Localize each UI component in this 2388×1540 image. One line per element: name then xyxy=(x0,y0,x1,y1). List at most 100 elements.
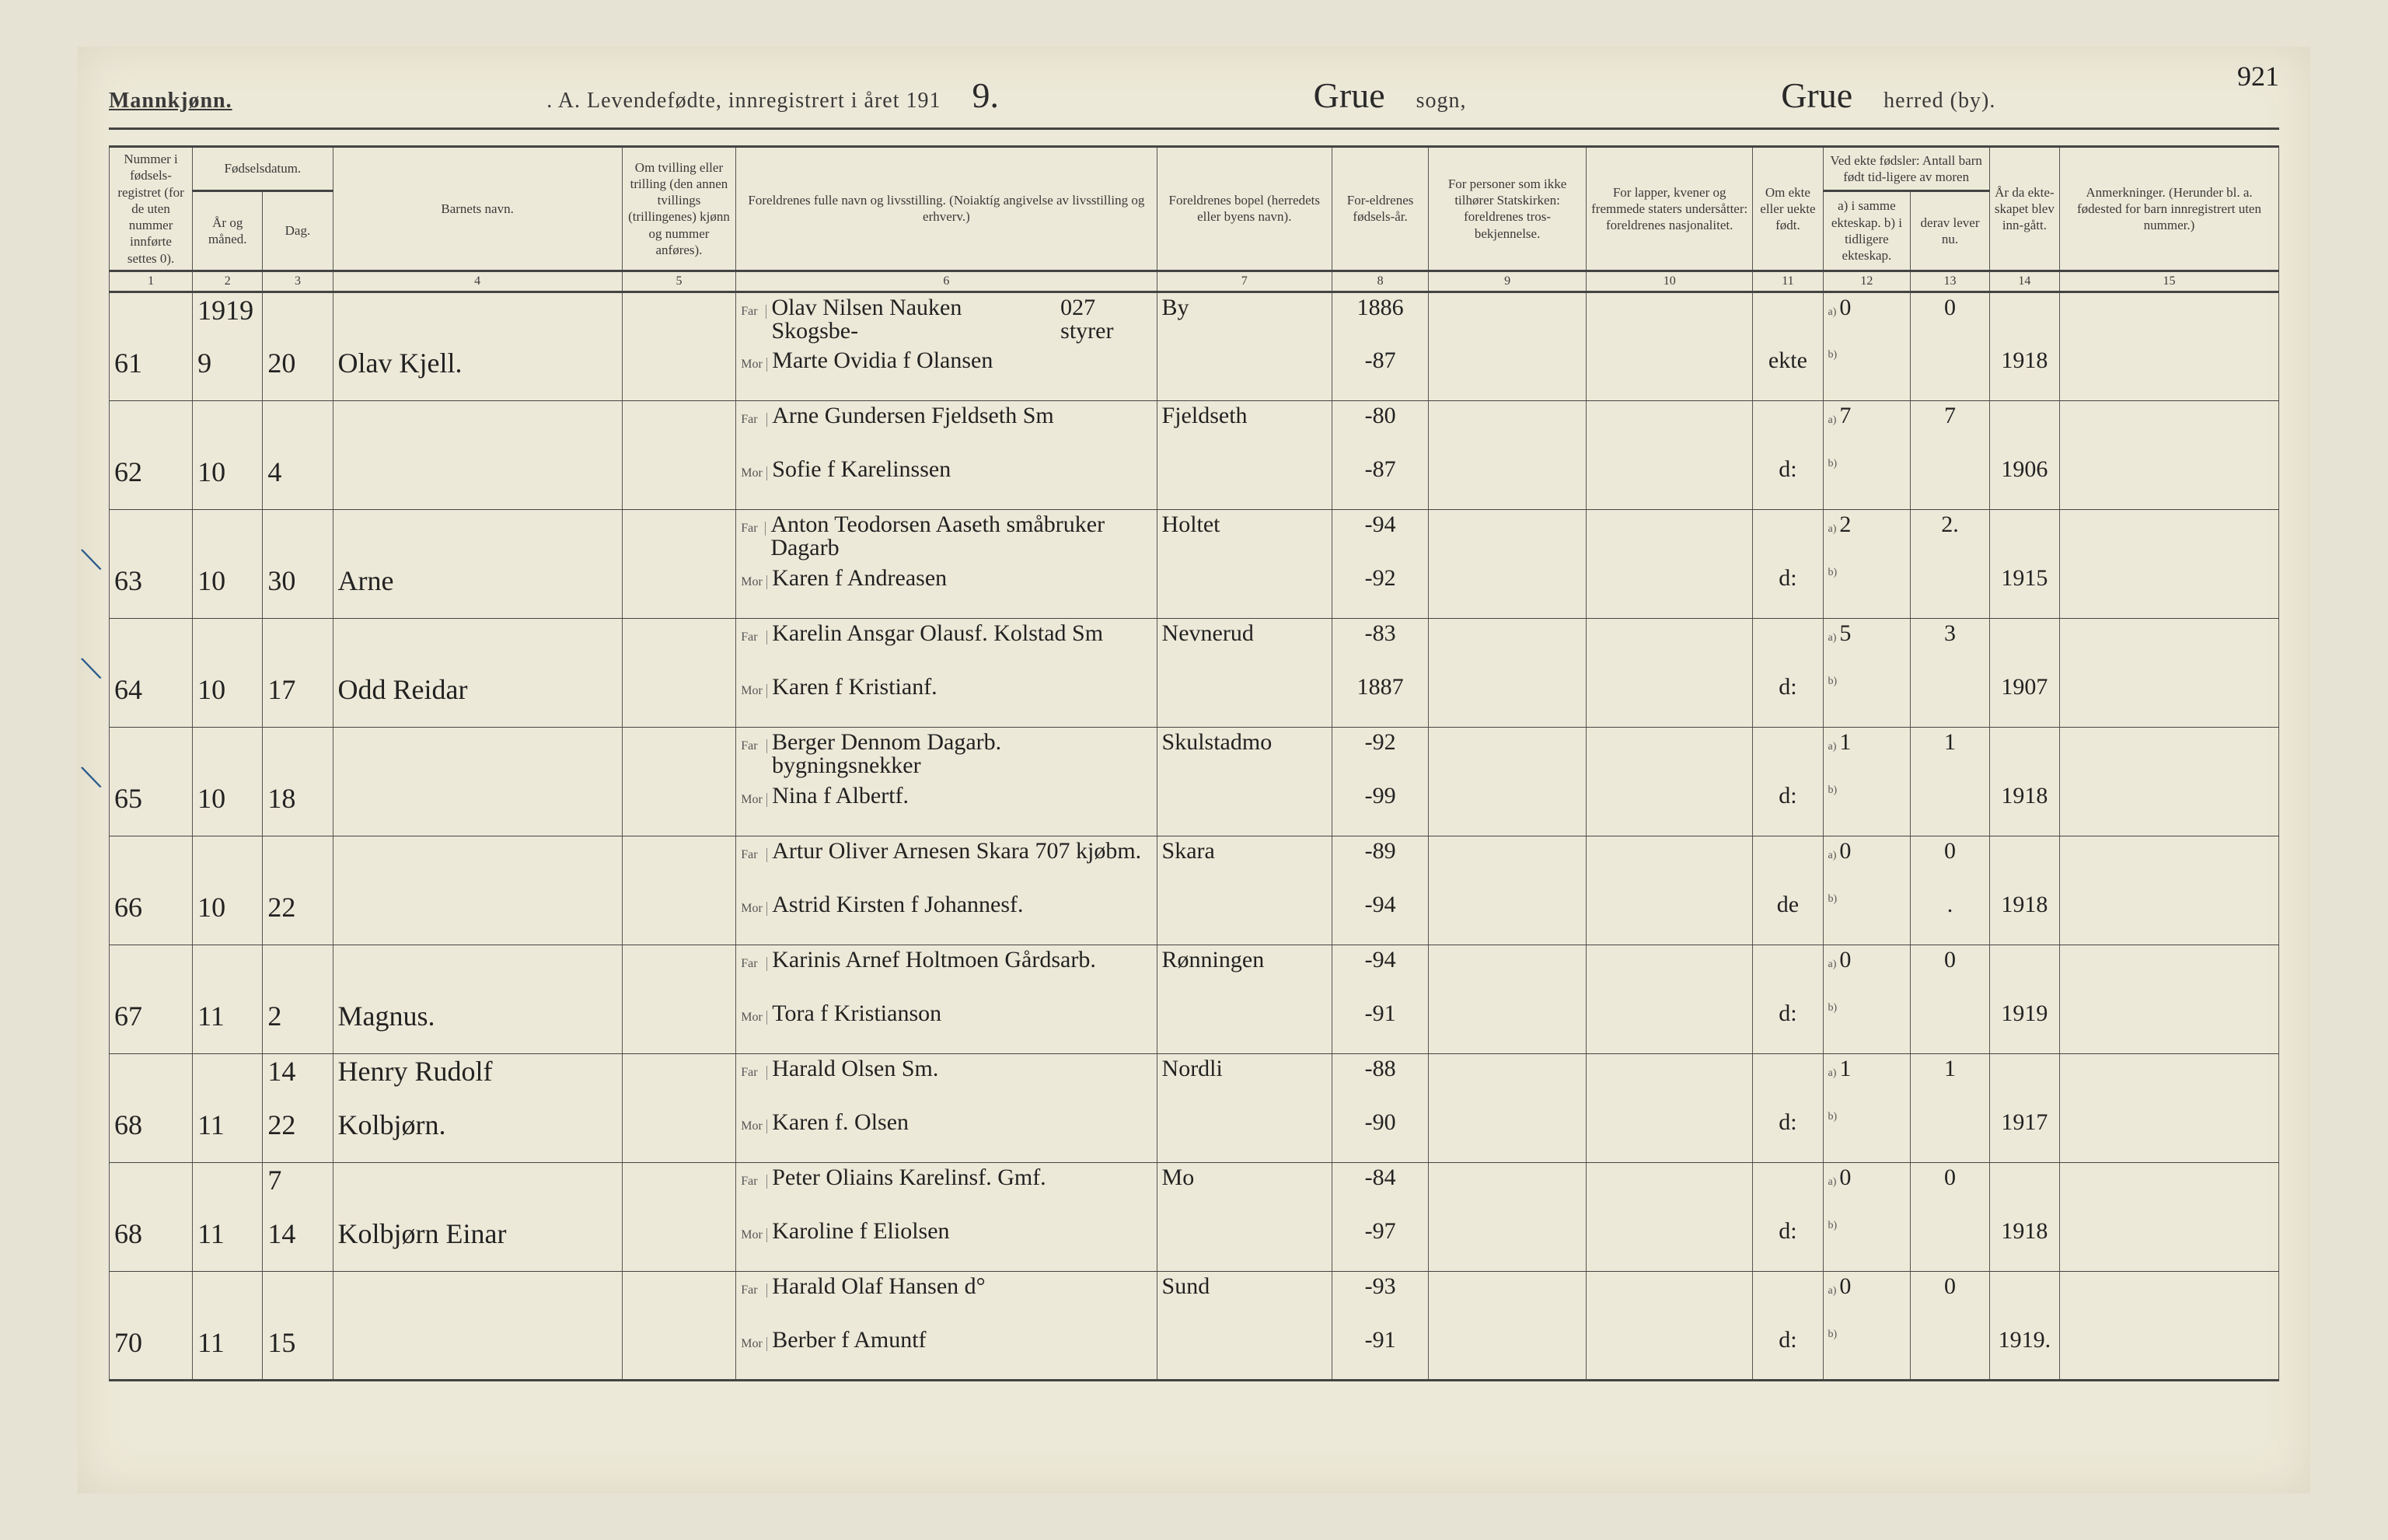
cell-place xyxy=(1157,1217,1332,1271)
cell-alive: 0 xyxy=(1911,945,1990,999)
cell-note: 027 styrer xyxy=(1060,296,1151,343)
cell-parent-year: -83 xyxy=(1332,618,1429,672)
cell-name: Arne xyxy=(333,564,622,618)
table-row: FarArtur Oliver Arnesen Skara 707 kjøbm.… xyxy=(110,836,2279,890)
cell-value: 1917 xyxy=(2001,1109,2048,1135)
cell-religion xyxy=(1429,564,1587,618)
cell-religion xyxy=(1429,618,1587,672)
cell-value: d: xyxy=(1779,674,1796,700)
cell-value: 11 xyxy=(197,1109,225,1140)
cell-remarks xyxy=(2059,1325,2278,1380)
cell-parent: MorKaren f. Olsen xyxy=(736,1108,1157,1162)
cell-year xyxy=(193,945,263,999)
table-row: FarArne Gundersen Fjeldseth SmFjeldseth-… xyxy=(110,400,2279,455)
cell-num xyxy=(110,1053,193,1108)
cell-religion xyxy=(1429,890,1587,945)
cell-value: 0 xyxy=(1839,840,1851,863)
table-row: 61920Olav Kjell.MorMarte Ovidia f Olanse… xyxy=(110,346,2279,400)
cell-prior-children: a)5 xyxy=(1823,618,1911,672)
cell-prior-children: a)0 xyxy=(1823,836,1911,890)
cell-twin xyxy=(622,455,736,509)
cell-parent: MorAstrid Kirsten f Johannesf. xyxy=(736,890,1157,945)
cell-ekte xyxy=(1753,618,1823,672)
cell-value: 3 xyxy=(1944,620,1956,646)
cell-value: 0 xyxy=(1944,838,1956,864)
cell-parent: FarHarald Olsen Sm. xyxy=(736,1053,1157,1108)
a-label: a) xyxy=(1828,414,1837,427)
cell-nationality xyxy=(1587,455,1753,509)
a-label: a) xyxy=(1828,1067,1837,1080)
far-label: Far xyxy=(741,413,767,427)
cell-value: 68 xyxy=(114,1109,142,1140)
cell-value: Kolbjørn. xyxy=(338,1109,446,1140)
cell-marriage-year xyxy=(1989,400,2059,455)
cell-num: 63 xyxy=(110,564,193,618)
cell-remarks xyxy=(2059,890,2278,945)
cell-value: Odd Reidar xyxy=(338,674,468,705)
b-label: b) xyxy=(1828,676,1838,688)
col-header: derav lever nu. xyxy=(1911,191,1990,271)
cell-value: -87 xyxy=(1365,347,1396,373)
mor-label: Mor xyxy=(741,1337,767,1351)
cell-twin xyxy=(622,727,736,781)
cell-name xyxy=(333,1271,622,1325)
cell-remarks xyxy=(2059,1162,2278,1217)
cell-place xyxy=(1157,890,1332,945)
cell-value: 11 xyxy=(197,1327,225,1358)
cell-twin xyxy=(622,1271,736,1325)
col-header: Foreldrenes fulle navn og livsstilling. … xyxy=(736,147,1157,271)
cell-prior-children: a)2 xyxy=(1823,509,1911,564)
parent-name: Berber f Amuntf xyxy=(772,1329,926,1352)
parent-name: Karelin Ansgar Olausf. Kolstad Sm xyxy=(772,622,1103,645)
cell-nationality xyxy=(1587,836,1753,890)
cell-value: 67 xyxy=(114,1000,142,1032)
cell-value: 7 xyxy=(1839,404,1851,428)
cell-prior-children: b) xyxy=(1823,564,1911,618)
parent-name: Artur Oliver Arnesen Skara 707 kjøbm. xyxy=(772,840,1141,863)
cell-name: Kolbjørn. xyxy=(333,1108,622,1162)
cell-value: d: xyxy=(1779,783,1796,808)
col-num: 12 xyxy=(1823,271,1911,292)
cell-ekte xyxy=(1753,292,1823,346)
cell-value: 0 xyxy=(1839,948,1851,972)
cell-alive: 0 xyxy=(1911,836,1990,890)
cell-value: d: xyxy=(1779,565,1796,591)
cell-twin xyxy=(622,1108,736,1162)
cell-religion xyxy=(1429,400,1587,455)
cell-ekte: ekte xyxy=(1753,346,1823,400)
cell-ekte: de xyxy=(1753,890,1823,945)
far-label: Far xyxy=(741,630,767,644)
cell-year: 11 xyxy=(193,999,263,1053)
col-header: Om tvilling eller trilling (den annen tv… xyxy=(622,147,736,271)
cell-parent-year: -92 xyxy=(1332,727,1429,781)
cell-value: Nordli xyxy=(1162,1056,1223,1081)
cell-remarks xyxy=(2059,1108,2278,1162)
cell-parent-year: 1887 xyxy=(1332,672,1429,727)
cell-num: 66 xyxy=(110,890,193,945)
cell-value: 1919. xyxy=(1999,1327,2051,1353)
parent-name: Nina f Albertf. xyxy=(772,784,909,808)
far-label: Far xyxy=(741,1175,767,1189)
cell-value: Nevnerud xyxy=(1162,620,1254,646)
cell-ekte xyxy=(1753,727,1823,781)
cell-value: 1 xyxy=(1839,1057,1851,1081)
cell-name: Olav Kjell. xyxy=(333,346,622,400)
cell-value: de xyxy=(1777,892,1799,917)
cell-year: 11 xyxy=(193,1108,263,1162)
cell-alive xyxy=(1911,1108,1990,1162)
cell-value: 20 xyxy=(267,347,295,379)
cell-alive: 1 xyxy=(1911,1053,1990,1108)
cell-parent-year: -94 xyxy=(1332,890,1429,945)
cell-place: Nevnerud xyxy=(1157,618,1332,672)
col-num: 4 xyxy=(333,271,622,292)
cell-parent-year: -88 xyxy=(1332,1053,1429,1108)
cell-remarks xyxy=(2059,781,2278,836)
cell-religion xyxy=(1429,1271,1587,1325)
cell-name: Odd Reidar xyxy=(333,672,622,727)
b-label: b) xyxy=(1828,784,1838,797)
col-num: 11 xyxy=(1753,271,1823,292)
cell-parent-year: -99 xyxy=(1332,781,1429,836)
table-row: 681114Kolbjørn EinarMorKaroline f Eliols… xyxy=(110,1217,2279,1271)
cell-parent: Far Karelin Ansgar Olausf. Kolstad Sm xyxy=(736,618,1157,672)
cell-year: 10 xyxy=(193,455,263,509)
